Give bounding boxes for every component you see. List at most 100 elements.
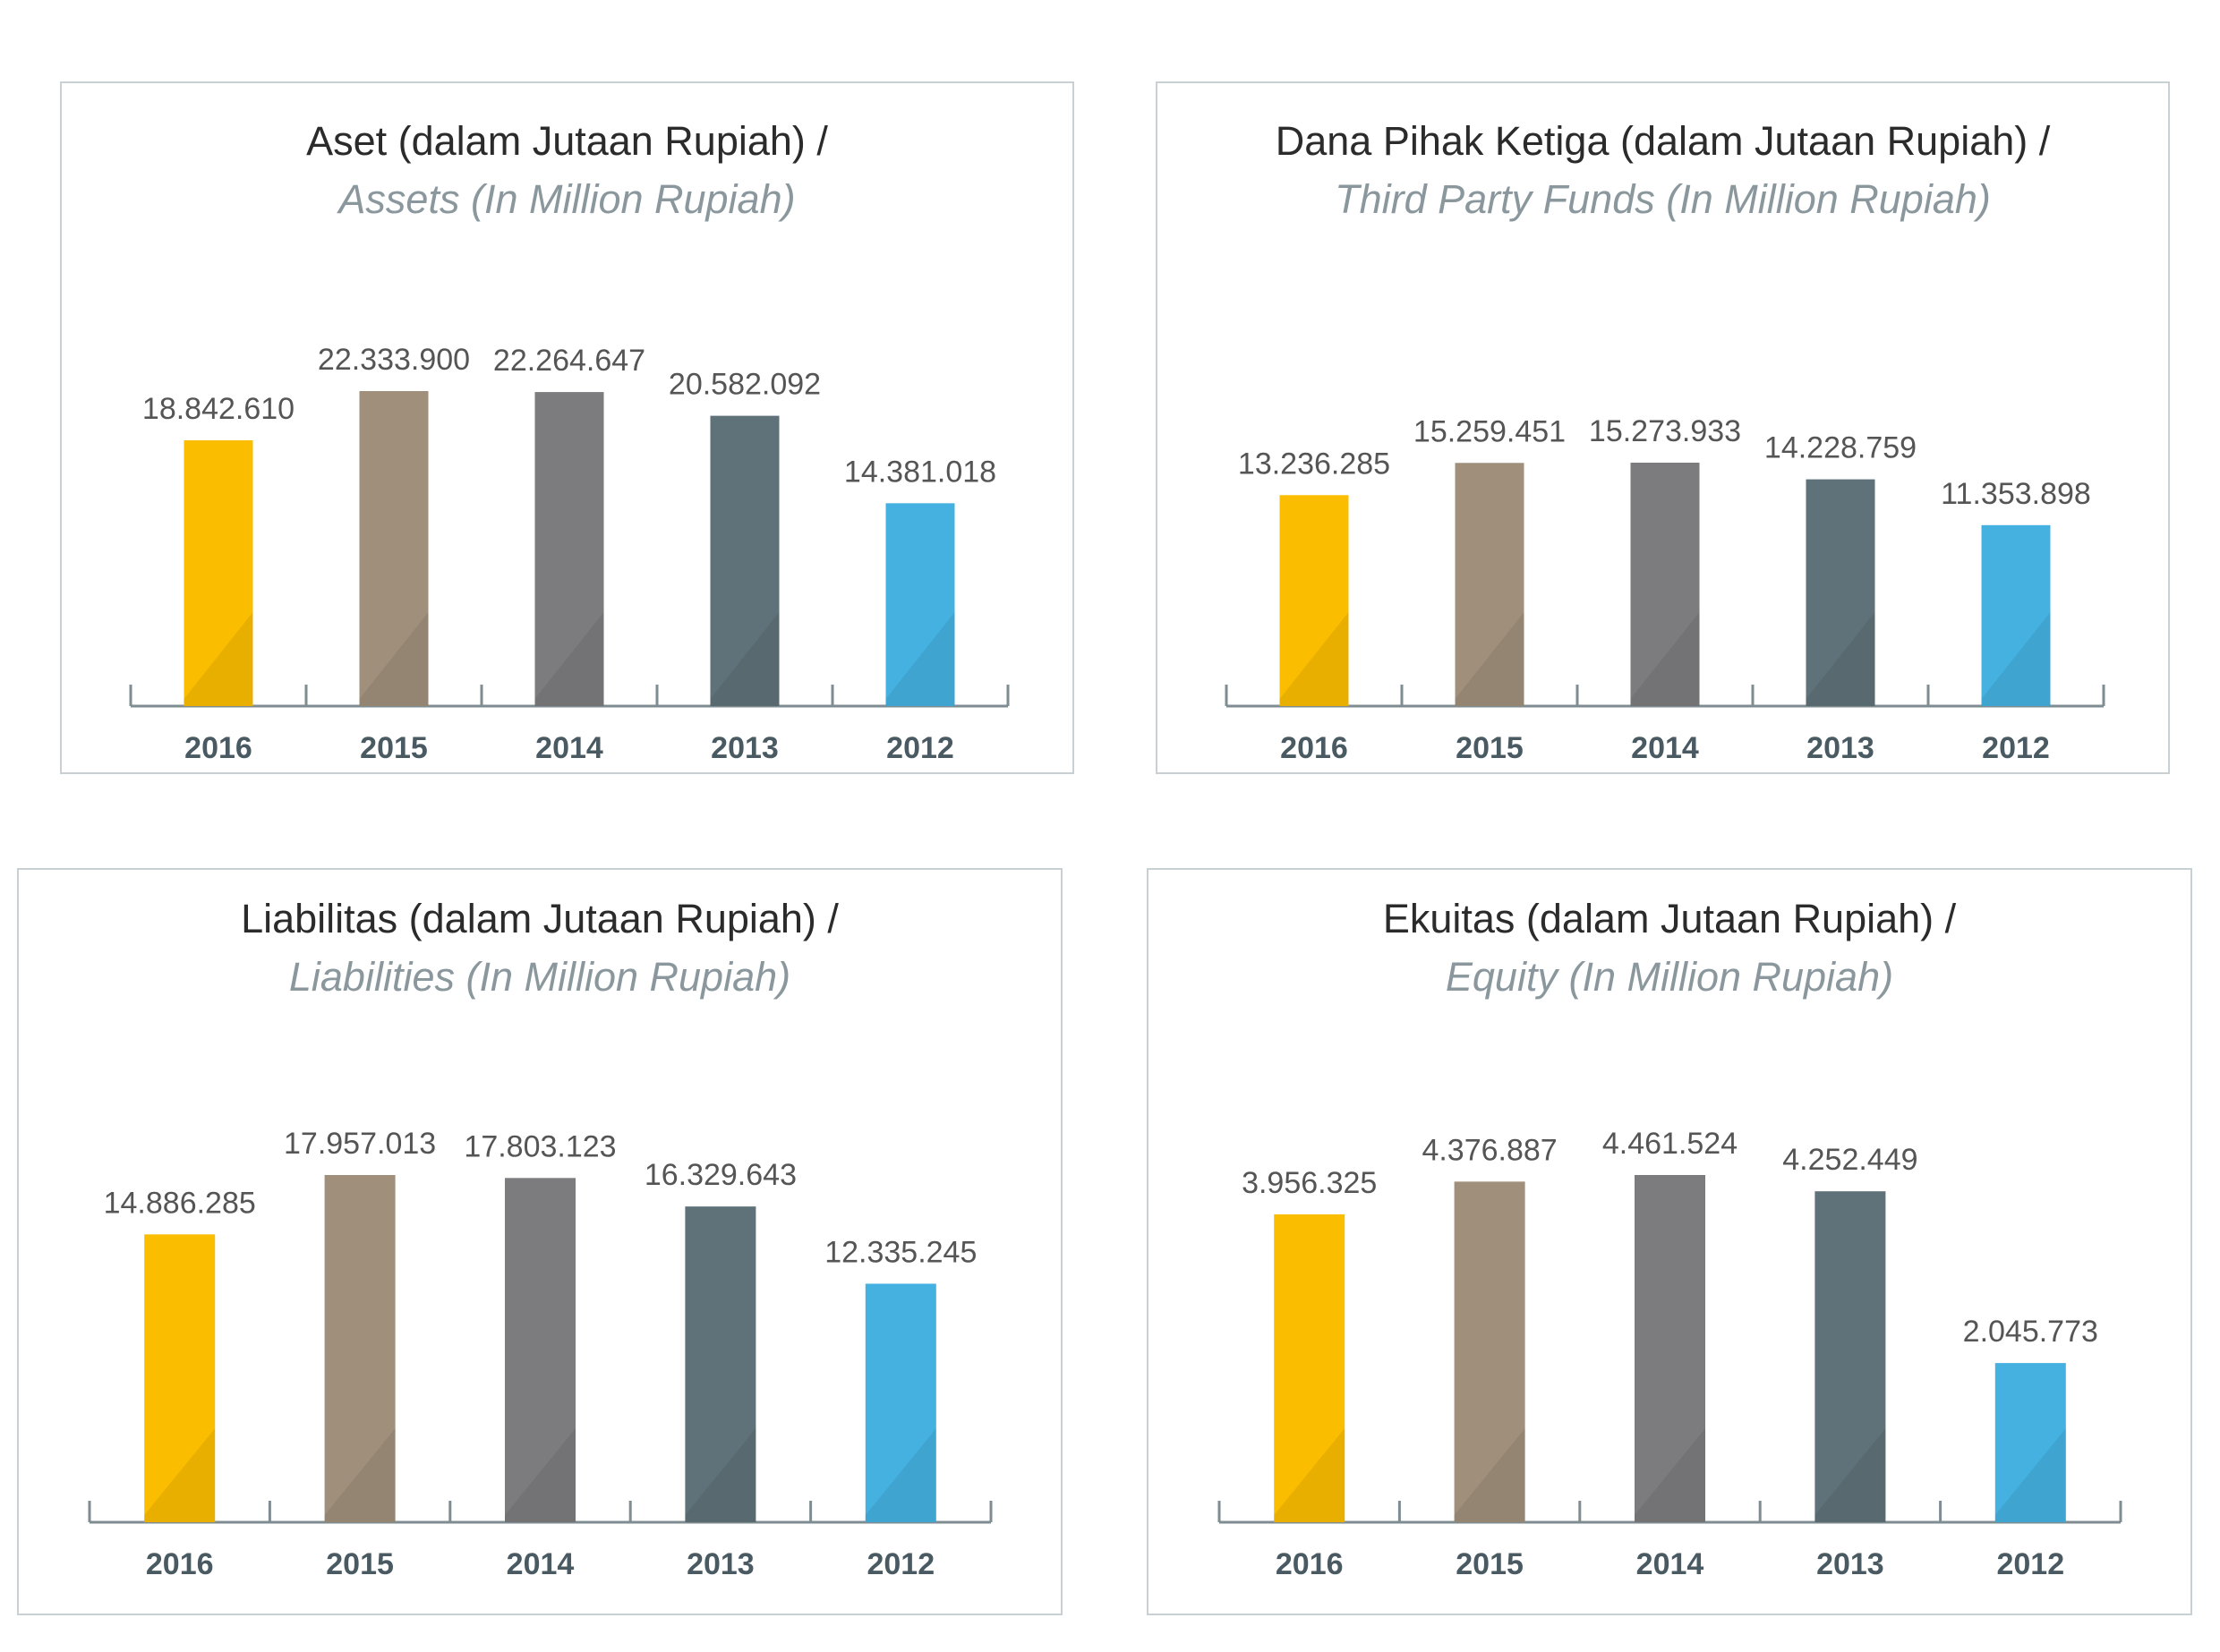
- data-label-2016: 18.842.610: [142, 392, 295, 426]
- data-label-2014: 22.264.647: [493, 344, 645, 378]
- data-label-2012: 14.381.018: [844, 455, 996, 489]
- bar-shade-2014: [534, 612, 604, 706]
- bar-2016: [1279, 495, 1349, 706]
- data-label-2013: 20.582.092: [669, 368, 821, 402]
- equity-chart-panel: Ekuitas (dalam Jutaan Rupiah) / Equity (…: [1147, 868, 2192, 1615]
- x-tick-label-2013: 2013: [687, 1547, 755, 1581]
- chart-subtitle: Equity (In Million Rupiah): [1445, 954, 1894, 1001]
- bar-2014: [1635, 1175, 1705, 1522]
- bar-group-2016: 13.236.285 2016: [1238, 447, 1390, 765]
- data-label-2015: 4.376.887: [1422, 1133, 1557, 1167]
- bar-group-2013: 4.252.449 2013: [1782, 1143, 1917, 1581]
- bar-2014: [505, 1178, 576, 1522]
- data-label-2012: 12.335.245: [824, 1235, 977, 1269]
- data-label-2014: 4.461.524: [1602, 1127, 1738, 1161]
- x-tick-label-2014: 2014: [507, 1547, 575, 1581]
- data-label-2012: 2.045.773: [1963, 1315, 2098, 1349]
- chart-title: Dana Pihak Ketiga (dalam Jutaan Rupiah) …: [1275, 118, 2051, 164]
- bar-group-2016: 18.842.610 2016: [142, 392, 295, 765]
- bar-2012: [1981, 524, 2051, 706]
- data-label-2013: 14.228.759: [1764, 431, 1917, 465]
- data-label-2015: 22.333.900: [318, 343, 470, 377]
- bar-shade-2014: [505, 1428, 576, 1522]
- bar-2012: [1994, 1363, 2066, 1522]
- bar-2013: [1814, 1191, 1886, 1522]
- x-tick-label-2016: 2016: [1276, 1547, 1344, 1581]
- bar-group-2013: 16.329.643 2013: [645, 1158, 797, 1581]
- bar-shade-2012: [885, 612, 955, 706]
- chart-subtitle: Liabilities (In Million Rupiah): [288, 954, 791, 1001]
- bar-shade-2012: [1994, 1428, 2066, 1522]
- data-label-2016: 13.236.285: [1238, 447, 1390, 481]
- third-party-funds-chart-panel: Dana Pihak Ketiga (dalam Jutaan Rupiah) …: [1156, 81, 2170, 774]
- chart-title-block: Liabilitas (dalam Jutaan Rupiah) / Liabi…: [19, 890, 1061, 1007]
- bar-2016: [144, 1234, 216, 1522]
- bar-group-2013: 20.582.092 2013: [669, 368, 821, 765]
- data-label-2013: 16.329.643: [645, 1158, 797, 1192]
- bar-shade-2012: [865, 1428, 936, 1522]
- bar-group-2012: 2.045.773 2012: [1963, 1315, 2098, 1581]
- x-tick-label-2015: 2015: [1456, 1547, 1524, 1581]
- data-label-2014: 17.803.123: [464, 1129, 616, 1163]
- data-label-2016: 14.886.285: [104, 1186, 256, 1220]
- chart-title-block: Aset (dalam Jutaan Rupiah) / Assets (In …: [62, 112, 1072, 229]
- bar-group-2014: 22.264.647 2014: [493, 344, 645, 765]
- x-tick-label-2014: 2014: [1636, 1547, 1704, 1581]
- bar-group-2014: 4.461.524 2014: [1602, 1127, 1738, 1581]
- bar-2015: [324, 1175, 396, 1522]
- bar-group-2016: 14.886.285 2016: [104, 1186, 256, 1581]
- x-tick-label-2016: 2016: [1280, 731, 1348, 765]
- x-tick-label-2016: 2016: [146, 1547, 214, 1581]
- third-party-funds-bar-chart: 13.236.285 2016 15.259.451 2015 15.273.933 20…: [1225, 414, 2105, 765]
- bar-shade-2016: [1274, 1428, 1345, 1522]
- assets-bar-chart: 18.842.610 2016 22.333.900 2015 22.264.647 20…: [129, 343, 1010, 765]
- chart-title: Aset (dalam Jutaan Rupiah) /: [306, 118, 828, 164]
- x-tick-label-2015: 2015: [1456, 731, 1524, 765]
- bar-2013: [685, 1206, 756, 1522]
- bar-group-2014: 17.803.123 2014: [464, 1129, 616, 1581]
- bar-group-2015: 22.333.900 2015: [318, 343, 470, 765]
- bar-group-2015: 17.957.013 2015: [284, 1127, 436, 1581]
- x-tick-label-2015: 2015: [360, 731, 428, 765]
- chart-subtitle: Third Party Funds (In Million Rupiah): [1335, 176, 1991, 223]
- data-label-2013: 4.252.449: [1782, 1143, 1917, 1177]
- assets-chart-panel: Aset (dalam Jutaan Rupiah) / Assets (In …: [60, 81, 1074, 774]
- bar-2012: [865, 1283, 936, 1522]
- bar-group-2012: 11.353.898 2012: [1941, 477, 2091, 765]
- chart-title-block: Dana Pihak Ketiga (dalam Jutaan Rupiah) …: [1157, 112, 2168, 229]
- bar-2013: [1806, 479, 1875, 706]
- x-tick-label-2012: 2012: [867, 1547, 935, 1581]
- data-label-2015: 15.259.451: [1413, 414, 1566, 448]
- x-tick-label-2016: 2016: [184, 731, 252, 765]
- bar-group-2016: 3.956.325 2016: [1242, 1166, 1377, 1581]
- bar-2015: [359, 391, 429, 706]
- bar-2016: [1274, 1213, 1345, 1522]
- data-label-2014: 15.273.933: [1589, 414, 1741, 448]
- bar-2015: [1454, 1181, 1525, 1522]
- x-tick-label-2012: 2012: [1982, 731, 2050, 765]
- liabilities-bar-chart: 14.886.285 2016 17.957.013 2015 17.803.123 20…: [88, 1127, 993, 1581]
- equity-bar-chart: 3.956.32520164.376.88720154.461.52420144…: [1217, 1127, 2122, 1581]
- bar-shade-2013: [1814, 1428, 1886, 1522]
- x-tick-label-2014: 2014: [535, 731, 603, 765]
- bar-shade-2016: [184, 612, 253, 706]
- bar-shade-2015: [324, 1428, 396, 1522]
- bar-2015: [1455, 463, 1524, 706]
- bar-group-2012: 14.381.018 2012: [844, 455, 996, 765]
- bar-2012: [885, 503, 955, 706]
- chart-subtitle: Assets (In Million Rupiah): [338, 176, 796, 223]
- x-tick-label-2012: 2012: [1996, 1547, 2064, 1581]
- bar-group-2015: 4.376.887 2015: [1422, 1133, 1557, 1581]
- bar-shade-2016: [144, 1428, 216, 1522]
- data-label-2015: 17.957.013: [284, 1127, 436, 1161]
- bar-2014: [1630, 463, 1700, 706]
- bar-shade-2013: [685, 1428, 756, 1522]
- x-tick-label-2015: 2015: [326, 1547, 394, 1581]
- bar-shade-2016: [1279, 612, 1349, 706]
- bar-shade-2015: [1455, 612, 1524, 706]
- bar-shade-2012: [1981, 612, 2051, 706]
- chart-title: Liabilitas (dalam Jutaan Rupiah) /: [241, 896, 839, 941]
- bar-group-2013: 14.228.759 2013: [1764, 431, 1917, 765]
- bar-shade-2013: [1806, 612, 1875, 706]
- data-label-2012: 11.353.898: [1941, 477, 2091, 511]
